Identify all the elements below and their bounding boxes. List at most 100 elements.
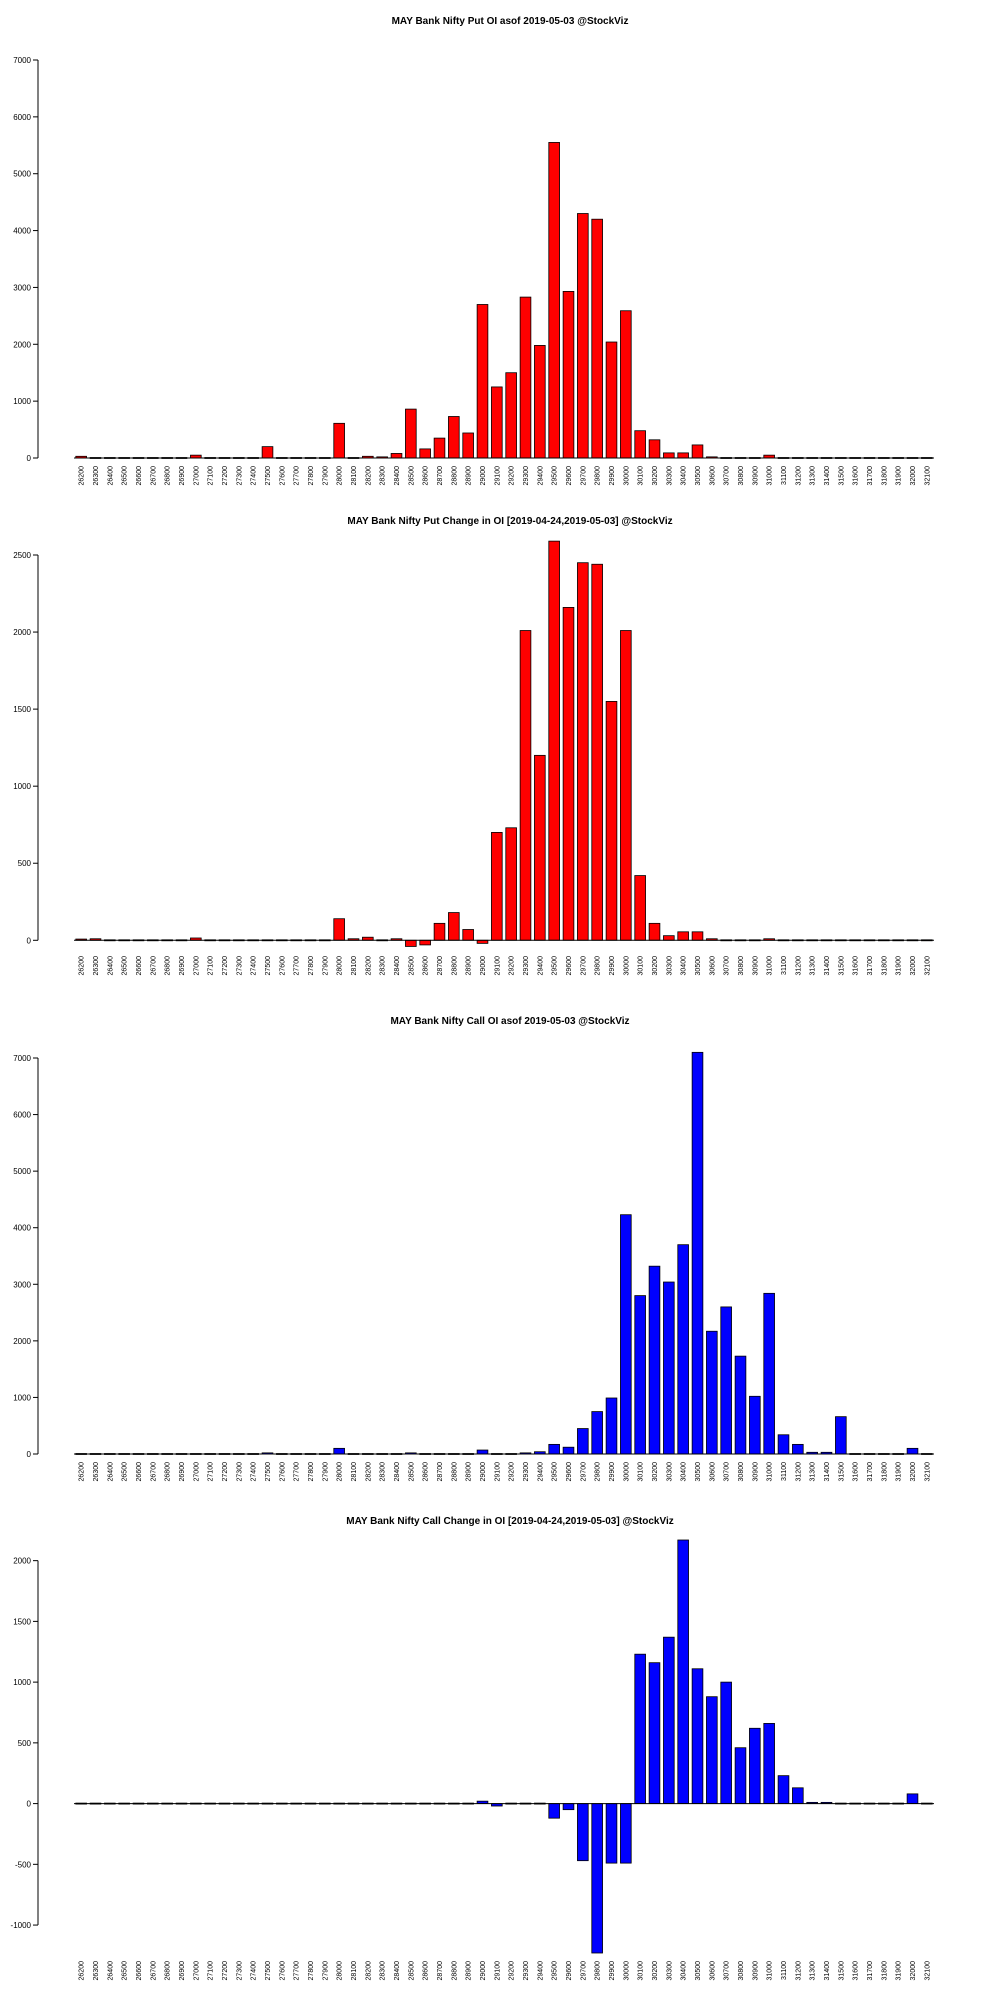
x-tick-label: 28500 <box>408 466 415 486</box>
x-tick-label: 27500 <box>265 1462 272 1482</box>
bar-29400 <box>534 345 546 459</box>
x-tick-label: 27900 <box>322 1462 329 1482</box>
x-tick-label: 31400 <box>824 466 831 486</box>
x-tick-label: 26600 <box>136 1462 143 1482</box>
x-tick-label: 27700 <box>294 466 301 486</box>
x-tick-label: 27400 <box>251 1462 258 1482</box>
bar-30400 <box>677 452 689 459</box>
x-tick-label: 26500 <box>122 956 129 976</box>
x-tick-label: 28500 <box>408 1462 415 1482</box>
x-tick-label: 31600 <box>853 466 860 486</box>
bar-29600 <box>562 1803 575 1811</box>
x-tick-label: 26600 <box>136 466 143 486</box>
x-tick-label: 31100 <box>781 466 788 485</box>
x-tick-label: 32100 <box>924 1462 931 1482</box>
x-tick-label: 30500 <box>695 466 702 486</box>
y-tick-label: 2500 <box>13 551 31 560</box>
x-tick-label: 26800 <box>165 466 172 486</box>
bar-30600 <box>706 1330 718 1455</box>
x-tick-label: 27600 <box>279 466 286 486</box>
x-tick-label: 26200 <box>79 466 86 486</box>
x-tick-label: 31500 <box>838 1961 845 1981</box>
x-tick-label: 31100 <box>781 956 788 975</box>
x-tick-label: 31900 <box>896 1961 903 1981</box>
x-tick-label: 31900 <box>896 1462 903 1482</box>
bar-28000 <box>333 1447 345 1455</box>
x-tick-label: 27200 <box>222 956 229 976</box>
x-tick-label: 31200 <box>795 956 802 976</box>
bar-30700 <box>720 1681 732 1804</box>
y-tick-label: 1000 <box>13 1678 31 1687</box>
x-tick-label: 31000 <box>767 1961 774 1981</box>
x-tick-label: 30200 <box>652 466 659 486</box>
x-tick-label: 27300 <box>236 1462 243 1482</box>
x-tick-label: 28200 <box>365 1462 372 1482</box>
x-tick-label: 26700 <box>150 1961 157 1981</box>
bar-29700 <box>577 1803 589 1862</box>
x-tick-label: 27800 <box>308 1462 315 1482</box>
x-tick-label: 31600 <box>853 1961 860 1981</box>
bar-30800 <box>734 1355 747 1455</box>
x-tick-label: 29700 <box>580 466 587 486</box>
bar-30500 <box>691 1051 704 1455</box>
x-tick-label: 26900 <box>179 1462 186 1482</box>
x-tick-label: 30800 <box>738 956 745 976</box>
x-tick-label: 27300 <box>236 956 243 976</box>
x-tick-label: 28800 <box>451 466 458 486</box>
bar-29100 <box>491 386 503 459</box>
x-tick-label: 31700 <box>867 956 874 976</box>
x-tick-label: 31700 <box>867 1462 874 1482</box>
x-tick-label: 27100 <box>208 1961 215 1981</box>
x-tick-label: 29300 <box>523 1961 530 1981</box>
x-tick-label: 29600 <box>566 956 573 976</box>
bar-30000 <box>620 1803 632 1864</box>
x-tick-label: 26600 <box>136 1961 143 1981</box>
bar-29600 <box>562 607 575 941</box>
x-tick-label: 30300 <box>666 956 673 976</box>
bar-29900 <box>605 1397 618 1455</box>
x-tick-label: 30400 <box>681 1462 688 1482</box>
bar-31100 <box>777 1434 790 1455</box>
x-tick-label: 28700 <box>437 1961 444 1981</box>
bar-29500 <box>548 540 560 941</box>
bar-chart-1: MAY Bank Nifty Put OI asof 2019-05-03 @S… <box>13 16 934 486</box>
bar-chart-2: MAY Bank Nifty Put Change in OI [2019-04… <box>13 516 934 976</box>
x-tick-label: 29300 <box>523 1462 530 1482</box>
x-tick-label: 30500 <box>695 1462 702 1482</box>
bar-31500 <box>835 1416 847 1455</box>
x-tick-label: 29500 <box>552 956 559 976</box>
x-tick-label: 29000 <box>480 956 487 976</box>
chart-title: MAY Bank Nifty Put OI asof 2019-05-03 @S… <box>392 16 629 27</box>
y-tick-label: 7000 <box>13 56 31 65</box>
x-tick-label: 29800 <box>595 466 602 486</box>
x-tick-label: 30800 <box>738 1462 745 1482</box>
chart-title: MAY Bank Nifty Put Change in OI [2019-04… <box>347 516 672 527</box>
bar-30100 <box>634 1295 646 1455</box>
bar-chart-3: MAY Bank Nifty Call OI asof 2019-05-03 @… <box>13 1016 934 1482</box>
x-tick-label: 28000 <box>337 1462 344 1482</box>
x-tick-label: 26300 <box>93 956 100 976</box>
y-tick-label: -500 <box>15 1860 32 1869</box>
x-tick-label: 30900 <box>752 956 759 976</box>
x-tick-label: 31800 <box>881 956 888 976</box>
x-tick-label: 31300 <box>810 1961 817 1981</box>
x-tick-label: 30700 <box>724 1961 731 1981</box>
x-tick-label: 31000 <box>767 466 774 486</box>
bar-29800 <box>591 1411 603 1455</box>
x-tick-label: 29300 <box>523 466 530 486</box>
x-tick-label: 28400 <box>394 1462 401 1482</box>
y-tick-label: 1500 <box>13 1617 31 1626</box>
x-tick-label: 29000 <box>480 1961 487 1981</box>
x-tick-label: 27000 <box>193 1462 200 1482</box>
bar-27500 <box>261 446 274 459</box>
x-tick-label: 30100 <box>638 466 645 486</box>
bar-28600 <box>419 448 431 459</box>
x-tick-label: 29800 <box>595 1961 602 1981</box>
x-tick-label: 30200 <box>652 956 659 976</box>
x-tick-label: 30300 <box>666 1961 673 1981</box>
x-tick-label: 28100 <box>351 466 358 486</box>
x-tick-label: 31800 <box>881 1961 888 1981</box>
x-tick-label: 29600 <box>566 1462 573 1482</box>
x-tick-label: 31200 <box>795 1462 802 1482</box>
bar-29200 <box>505 372 517 459</box>
